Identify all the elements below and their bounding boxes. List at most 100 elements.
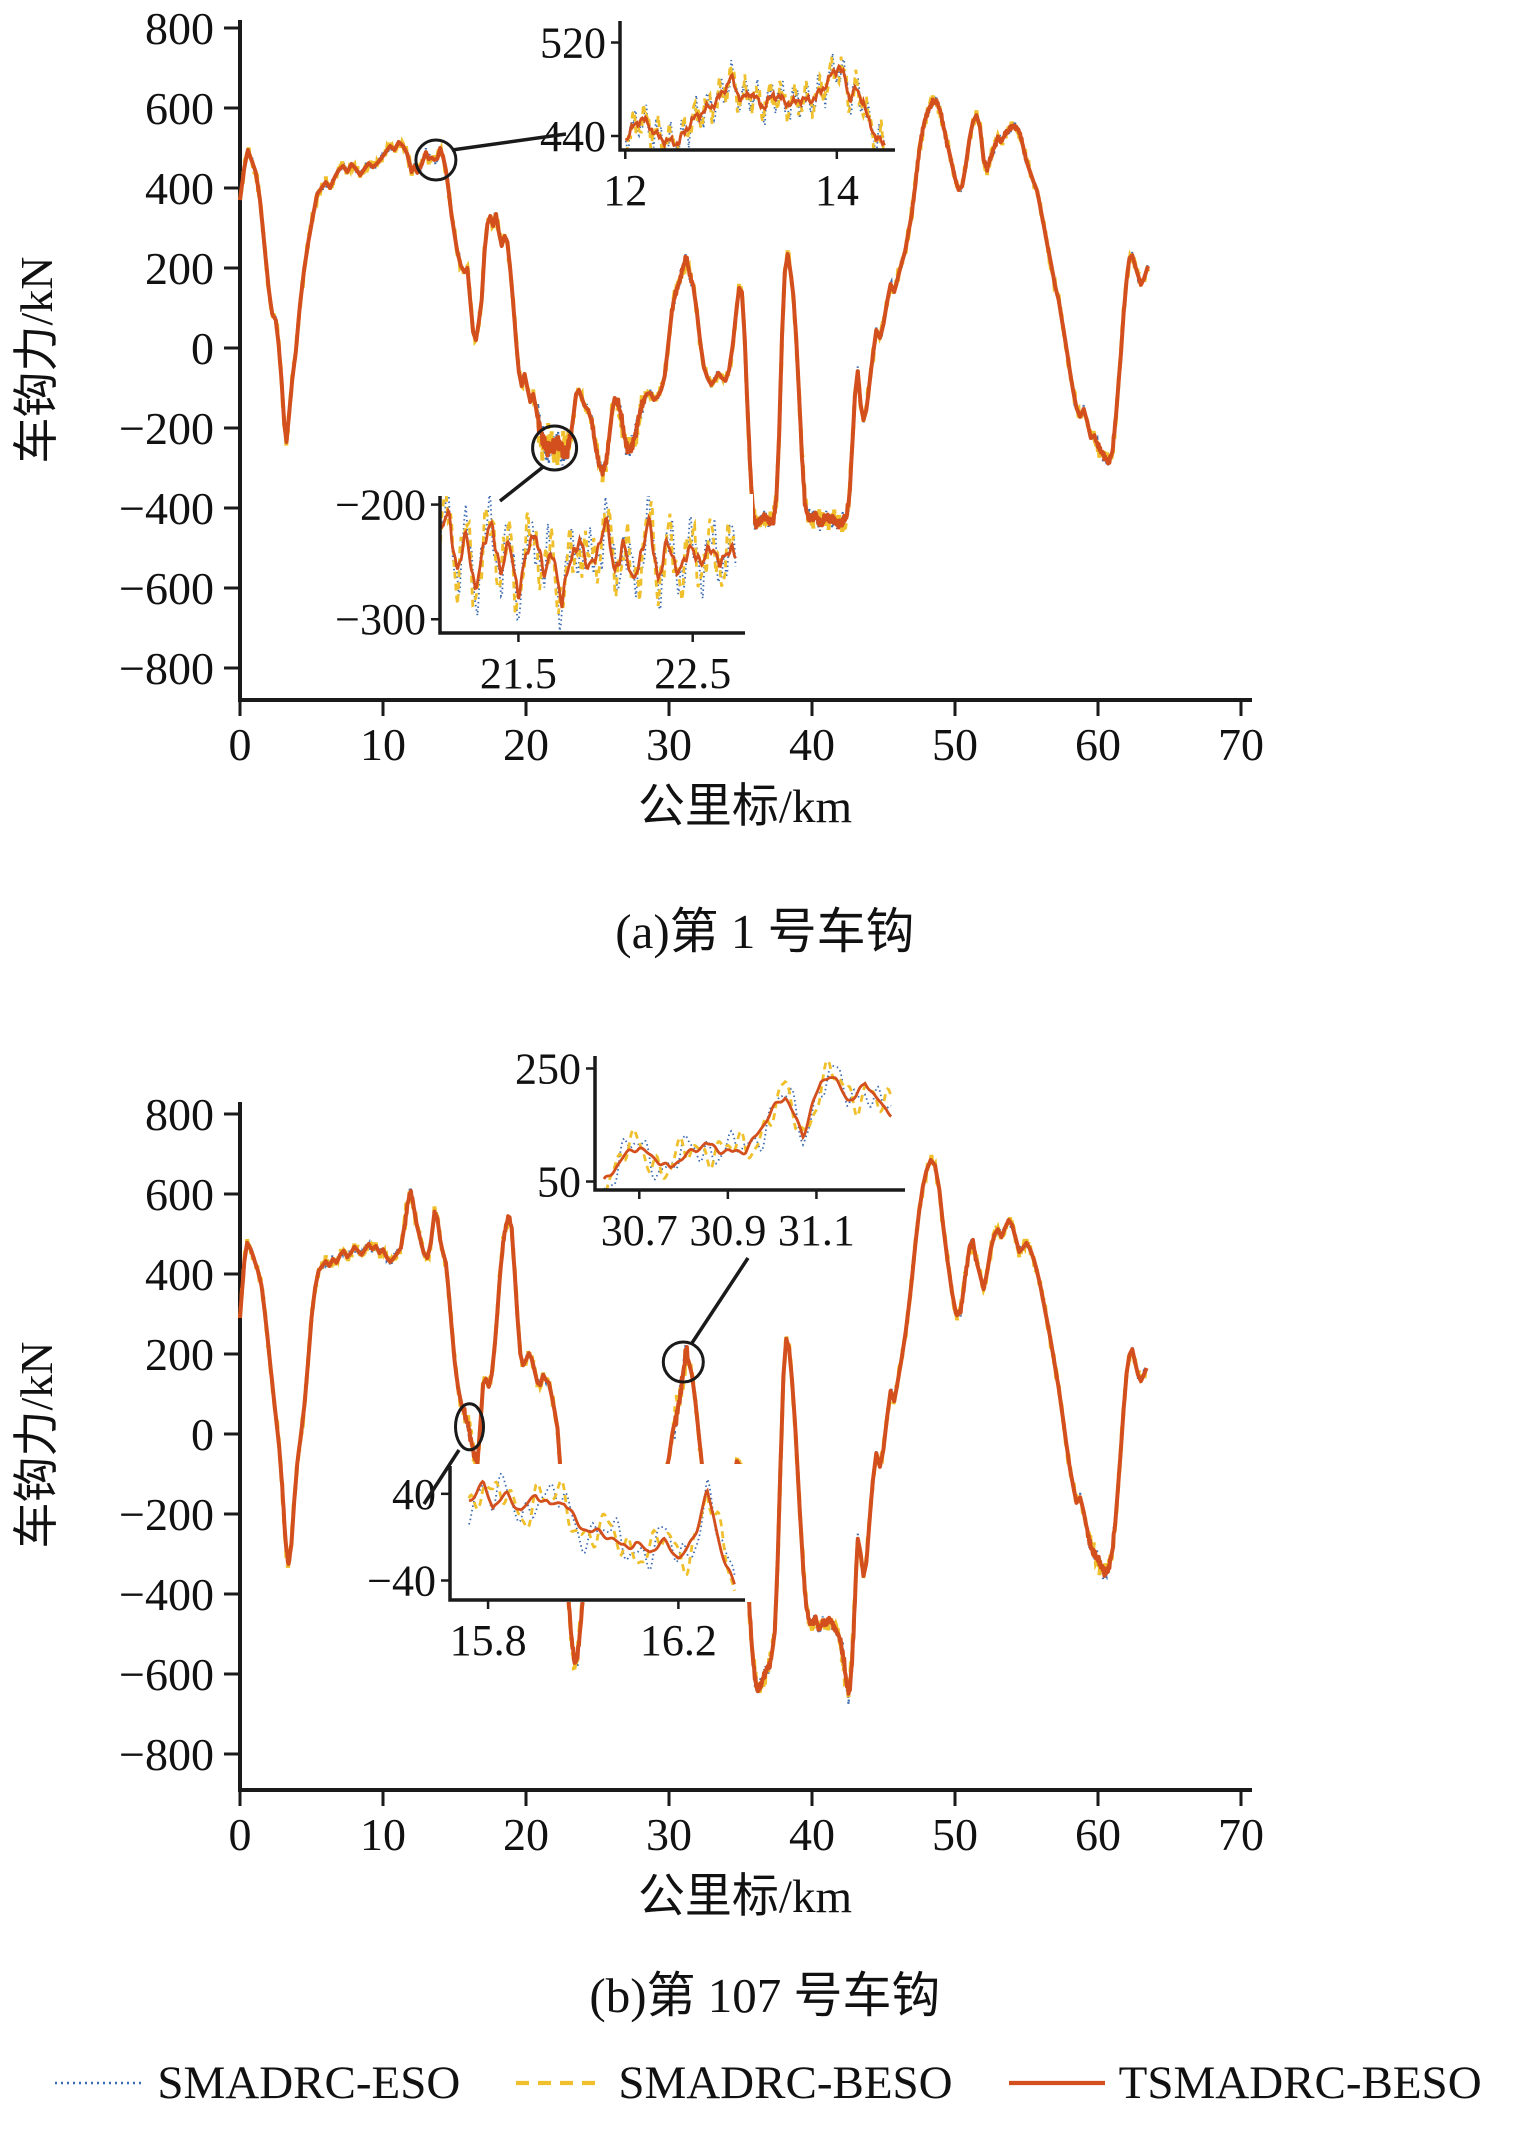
inset-b-bottom: 15.8 16.240−40 (367, 1464, 753, 1665)
inset-b-top: 30.7 30.9 31.1 250 50 (515, 1044, 913, 1255)
x-tick-label: 70 (1218, 719, 1264, 770)
x-tick-label: 20 (503, 719, 549, 770)
y-tick-label: 0 (191, 323, 214, 374)
y-tick-label: 200 (145, 243, 214, 294)
inset-series-smadrc-eso (624, 53, 886, 150)
legend: SMADRC-ESO SMADRC-BESO TSMADRC-BESO (0, 2056, 1535, 2110)
panel-b-xlabel: 公里标/km (638, 1871, 852, 1923)
x-tick-label: 40 (789, 719, 835, 770)
inset-series-smadrc-beso (440, 496, 737, 618)
y-tick-label: 600 (145, 1169, 214, 1220)
legend-line-dotted (55, 2081, 144, 2085)
x-tick-label: 10 (360, 719, 406, 770)
pointer-line (498, 465, 545, 503)
x-tick-label: 0 (229, 719, 252, 770)
inset-y-tick-label: −40 (367, 1557, 436, 1606)
y-tick-label: −600 (119, 563, 214, 614)
legend-line-dashed (516, 2080, 605, 2086)
x-tick-label: 60 (1075, 719, 1121, 770)
x-tick-label: 20 (503, 1809, 549, 1860)
inset-series-smadrc-beso (467, 1478, 736, 1592)
x-tick-label: 60 (1075, 1809, 1121, 1860)
y-tick-label: −800 (119, 643, 214, 694)
inset-x-tick-label: 16.2 (640, 1616, 717, 1665)
inset-series (440, 496, 737, 631)
panel-a: 0 10 20 30 40 50 60 70 800 600 400 200 0 −200 −400 −600… (119, 3, 1264, 770)
inset-bg (593, 1054, 913, 1192)
series-tsmadrc-beso (238, 1158, 1149, 1696)
panel-a-title: (a)第 1 号车钩 (615, 904, 914, 959)
inset-series-tsmadrc-beso (468, 1479, 736, 1585)
x-tick-label: 50 (932, 1809, 978, 1860)
pointer-line (690, 1257, 750, 1344)
x-tick-label: 30 (646, 1809, 692, 1860)
pointer-line (422, 1449, 461, 1505)
y-tick-label: 400 (145, 1249, 214, 1300)
inset-axes (618, 21, 895, 152)
x-tick-label: 30 (646, 719, 692, 770)
inset-axes (448, 1466, 745, 1602)
inset-y-tick-label: 520 (540, 19, 606, 68)
legend-item-smadrc-eso: SMADRC-ESO (53, 2056, 460, 2110)
legend-line-solid (1008, 2080, 1105, 2086)
series-tsmadrc-beso (238, 97, 1150, 530)
highlight-circle (414, 138, 458, 182)
panel-b-ylabel: 车钩力/kN (11, 1342, 62, 1549)
highlight-circle (531, 424, 579, 472)
inset-x-tick-label: 14 (815, 166, 859, 215)
inset-series-tsmadrc-beso (602, 1076, 893, 1180)
x-tick-label: 40 (789, 1809, 835, 1860)
legend-label: TSMADRC-BESO (1118, 2057, 1482, 2109)
inset-y-tick-label: −300 (335, 595, 426, 644)
inset-series-smadrc-beso (625, 56, 886, 150)
legend-label: SMADRC-ESO (157, 2057, 461, 2109)
inset-x-tick-label: 22.5 (654, 649, 731, 698)
highlight-circle (454, 1402, 486, 1452)
inset-x-tick-label: 30.9 (689, 1206, 766, 1255)
y-tick-label: 800 (145, 1089, 214, 1140)
inset-x-tick-label: 21.5 (480, 649, 557, 698)
inset-series-tsmadrc-beso (440, 506, 737, 609)
y-tick-label: −600 (119, 1649, 214, 1700)
y-tick-label: 400 (145, 163, 214, 214)
inset-series (602, 1059, 893, 1190)
panel-b: 0 10 20 30 40 50 60 70 800 600 400 200 0 −200 −400 −600… (119, 1044, 1264, 1860)
x-tick-label: 70 (1218, 1809, 1264, 1860)
panel-b-title: (b)第 107 号车钩 (589, 1968, 940, 2023)
y-tick-label: −400 (119, 1569, 214, 1620)
legend-item-smadrc-beso: SMADRC-BESO (514, 2056, 953, 2110)
inset-y-tick-label: 50 (537, 1158, 581, 1207)
x-tick-label: 10 (360, 1809, 406, 1860)
inset-series-smadrc-eso (603, 1064, 892, 1190)
y-tick-label: 600 (145, 83, 214, 134)
inset-x-tick-label: 12 (603, 166, 647, 215)
inset-y-tick-label: −200 (335, 481, 426, 530)
inset-x-tick-label: 30.7 (601, 1206, 678, 1255)
x-tick-label: 0 (229, 1809, 252, 1860)
y-tick-label: 800 (145, 3, 214, 54)
inset-series-tsmadrc-beso (625, 63, 886, 150)
panel-a-xlabel: 公里标/km (638, 781, 852, 833)
y-tick-label: −400 (119, 483, 214, 534)
y-tick-label: −200 (119, 403, 214, 454)
inset-axes (593, 1056, 905, 1192)
inset-y-tick-label: 250 (515, 1044, 581, 1093)
legend-label: SMADRC-BESO (618, 2057, 953, 2109)
inset-series (624, 53, 886, 150)
inset-axes (438, 496, 745, 635)
y-tick-label: −800 (119, 1729, 214, 1780)
x-tick-label: 50 (932, 719, 978, 770)
inset-series (467, 1472, 736, 1592)
y-tick-label: 200 (145, 1329, 214, 1380)
y-tick-label: −200 (119, 1489, 214, 1540)
panel-a-ylabel: 车钩力/kN (11, 257, 62, 464)
inset-a-bottom: 21.5 22.5 −200 −300 (335, 481, 753, 698)
inset-x-tick-label: 31.1 (778, 1206, 855, 1255)
series-smadrc-beso (238, 92, 1150, 533)
inset-x-tick-label: 15.8 (450, 1616, 527, 1665)
highlight-circle (661, 1340, 705, 1384)
pointer-line (451, 132, 567, 152)
